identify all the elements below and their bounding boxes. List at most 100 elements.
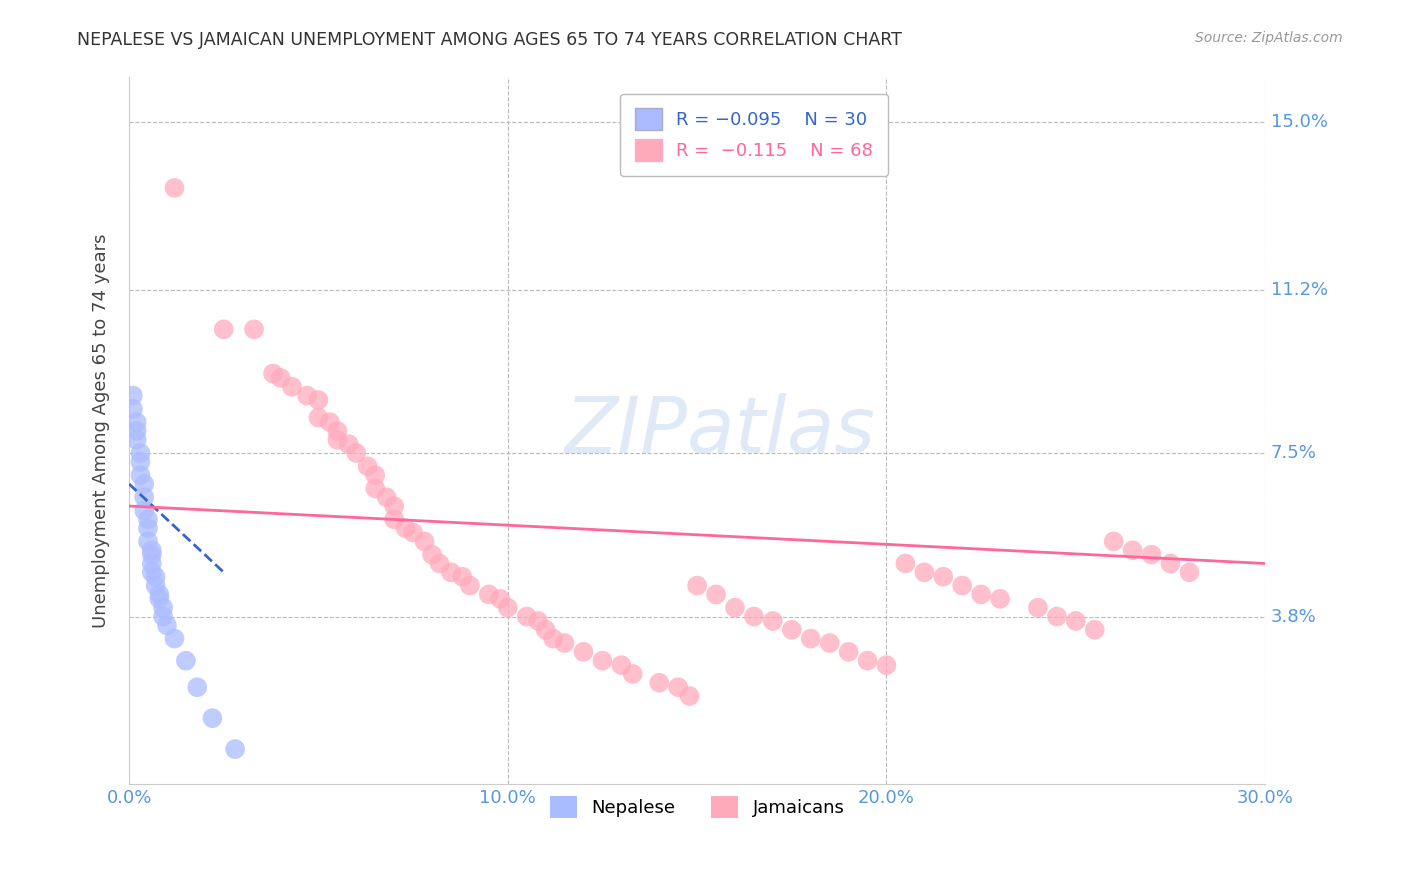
- Point: [420, 548, 443, 562]
- Point: [527, 614, 550, 628]
- Point: [621, 667, 644, 681]
- Point: [356, 459, 378, 474]
- Point: [129, 446, 152, 460]
- Point: [319, 415, 342, 429]
- Point: [186, 680, 208, 694]
- Point: [402, 525, 425, 540]
- Text: 11.2%: 11.2%: [1271, 281, 1327, 299]
- Point: [281, 380, 304, 394]
- Point: [145, 570, 167, 584]
- Point: [125, 415, 148, 429]
- Point: [382, 512, 405, 526]
- Point: [141, 566, 163, 580]
- Point: [875, 658, 897, 673]
- Point: [134, 490, 156, 504]
- Point: [307, 410, 329, 425]
- Point: [440, 566, 463, 580]
- Point: [554, 636, 576, 650]
- Point: [295, 388, 318, 402]
- Point: [141, 543, 163, 558]
- Point: [988, 591, 1011, 606]
- Point: [152, 600, 174, 615]
- Point: [610, 658, 633, 673]
- Point: [1102, 534, 1125, 549]
- Point: [136, 521, 159, 535]
- Point: [1064, 614, 1087, 628]
- Point: [201, 711, 224, 725]
- Point: [344, 446, 367, 460]
- Point: [136, 512, 159, 526]
- Point: [163, 181, 186, 195]
- Point: [152, 609, 174, 624]
- Point: [856, 654, 879, 668]
- Point: [458, 578, 481, 592]
- Point: [838, 645, 860, 659]
- Point: [307, 392, 329, 407]
- Point: [489, 591, 512, 606]
- Point: [704, 587, 727, 601]
- Point: [136, 534, 159, 549]
- Point: [800, 632, 823, 646]
- Point: [337, 437, 360, 451]
- Point: [1159, 557, 1181, 571]
- Point: [1178, 566, 1201, 580]
- Point: [163, 632, 186, 646]
- Point: [541, 632, 564, 646]
- Point: [762, 614, 785, 628]
- Point: [678, 689, 700, 703]
- Point: [932, 570, 955, 584]
- Point: [950, 578, 973, 592]
- Point: [262, 367, 284, 381]
- Point: [912, 566, 935, 580]
- Y-axis label: Unemployment Among Ages 65 to 74 years: Unemployment Among Ages 65 to 74 years: [93, 234, 110, 628]
- Point: [666, 680, 689, 694]
- Point: [478, 587, 501, 601]
- Point: [1140, 548, 1163, 562]
- Text: 3.8%: 3.8%: [1271, 607, 1316, 625]
- Point: [129, 455, 152, 469]
- Point: [413, 534, 436, 549]
- Point: [742, 609, 765, 624]
- Point: [125, 424, 148, 438]
- Point: [394, 521, 416, 535]
- Point: [212, 322, 235, 336]
- Point: [364, 482, 387, 496]
- Point: [224, 742, 246, 756]
- Text: Source: ZipAtlas.com: Source: ZipAtlas.com: [1195, 31, 1343, 45]
- Point: [129, 468, 152, 483]
- Text: ZIPatlas: ZIPatlas: [564, 393, 876, 469]
- Point: [1046, 609, 1069, 624]
- Point: [1084, 623, 1107, 637]
- Point: [148, 591, 170, 606]
- Point: [121, 401, 143, 416]
- Point: [145, 578, 167, 592]
- Point: [134, 503, 156, 517]
- Point: [686, 578, 709, 592]
- Point: [1122, 543, 1144, 558]
- Point: [156, 618, 179, 632]
- Point: [141, 557, 163, 571]
- Point: [243, 322, 266, 336]
- Point: [125, 433, 148, 447]
- Point: [134, 477, 156, 491]
- Point: [818, 636, 841, 650]
- Point: [894, 557, 917, 571]
- Point: [534, 623, 557, 637]
- Point: [1026, 600, 1049, 615]
- Point: [780, 623, 803, 637]
- Point: [148, 587, 170, 601]
- Point: [364, 468, 387, 483]
- Point: [382, 499, 405, 513]
- Text: NEPALESE VS JAMAICAN UNEMPLOYMENT AMONG AGES 65 TO 74 YEARS CORRELATION CHART: NEPALESE VS JAMAICAN UNEMPLOYMENT AMONG …: [77, 31, 903, 49]
- Point: [724, 600, 747, 615]
- Text: 7.5%: 7.5%: [1271, 444, 1316, 462]
- Point: [121, 388, 143, 402]
- Point: [326, 433, 349, 447]
- Point: [270, 371, 292, 385]
- Point: [648, 675, 671, 690]
- Point: [375, 490, 398, 504]
- Point: [591, 654, 613, 668]
- Legend: Nepalese, Jamaicans: Nepalese, Jamaicans: [543, 789, 852, 825]
- Point: [326, 424, 349, 438]
- Point: [141, 548, 163, 562]
